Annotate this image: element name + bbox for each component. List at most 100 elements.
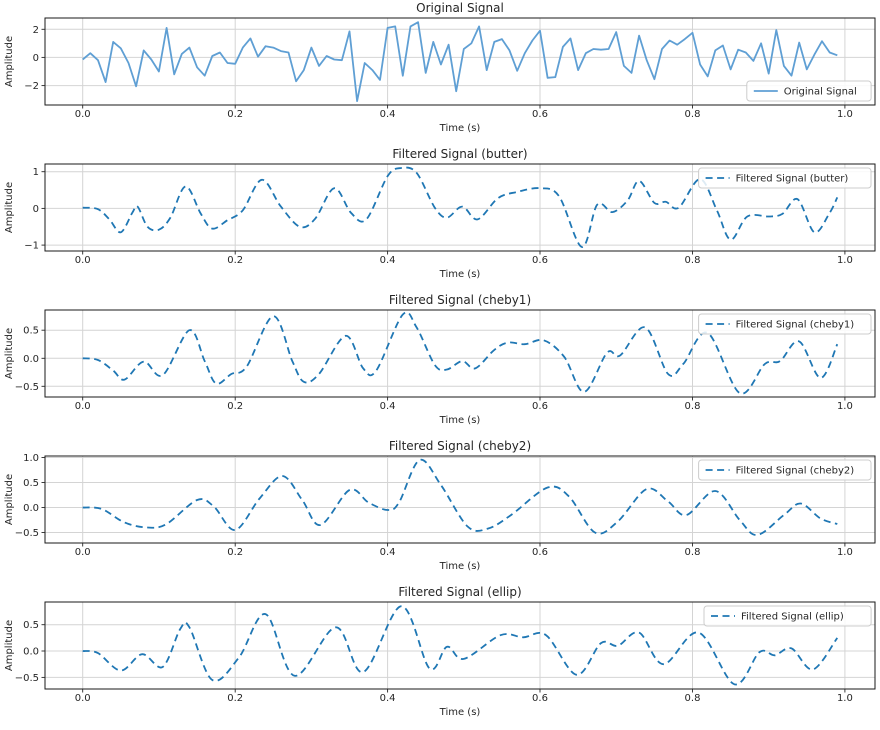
axes-spines (44, 17, 876, 106)
x-tick-label: 0.6 (532, 109, 548, 120)
y-tick-label: 0.0 (23, 647, 39, 658)
y-tick-label: 0.0 (23, 354, 39, 365)
signal-line (82, 458, 838, 536)
legend-label: Original Signal (784, 87, 857, 98)
legend-box (746, 80, 872, 102)
y-tick-label: 2 (33, 25, 39, 36)
y-axis-label: Amplitude (4, 620, 15, 671)
x-tick-label: 0.6 (532, 547, 548, 558)
x-tick-label: 0.0 (75, 401, 91, 412)
signal-line (82, 605, 839, 686)
chart-title: Filtered Signal (cheby1) (389, 293, 531, 307)
legend-label: Filtered Signal (cheby1) (736, 320, 855, 331)
x-tick-label: 0.2 (227, 547, 243, 558)
legend: Filtered Signal (butter) (698, 167, 872, 189)
axes-spines (44, 309, 876, 398)
x-tick-label: 0.6 (532, 255, 548, 266)
filtered-cheby1-chart: 0.0 0.2 0.4 0.6 0.8 1.0 −0.5 0.0 0.5 Filtered Sig… (4, 293, 876, 426)
original-signal-chart: 0.0 0.2 0.4 0.6 0.8 1.0 −2 0 2 Original Signal Tim… (4, 1, 876, 134)
x-tick-label: 1.0 (837, 255, 853, 266)
x-tick-label: 0.8 (685, 401, 701, 412)
y-tick-label: 0.5 (23, 326, 39, 337)
y-tick-label: −0.5 (15, 673, 39, 684)
x-tick-label: 1.0 (837, 401, 853, 412)
chart-title: Filtered Signal (cheby2) (389, 439, 531, 453)
ticks: 0.0 0.2 0.4 0.6 0.8 1.0 −2 0 2 (24, 25, 853, 120)
x-tick-label: 0.2 (227, 109, 243, 120)
y-tick-label: −2 (24, 81, 39, 92)
axes-spines (44, 601, 876, 690)
y-tick-label: 0.5 (23, 478, 39, 489)
x-axis-label: Time (s) (439, 415, 481, 426)
x-tick-label: 0.0 (75, 109, 91, 120)
x-tick-label: 0.8 (685, 109, 701, 120)
legend-label: Filtered Signal (ellip) (741, 612, 844, 623)
legend: Filtered Signal (ellip) (703, 605, 872, 627)
filtered-butter-chart: 0.0 0.2 0.4 0.6 0.8 1.0 −1 0 1 Filtered Signal (b… (4, 147, 876, 280)
x-axis-label: Time (s) (439, 561, 481, 572)
x-tick-label: 0.6 (532, 401, 548, 412)
subplot-filtered-butter: 0.0 0.2 0.4 0.6 0.8 1.0 −1 0 1 Filtered Signal (b… (0, 146, 880, 292)
grid (45, 18, 875, 105)
x-axis-label: Time (s) (439, 123, 481, 134)
legend-label: Filtered Signal (cheby2) (736, 466, 855, 477)
x-axis-label: Time (s) (439, 269, 481, 280)
legend-box (698, 459, 872, 481)
x-tick-label: 0.8 (685, 547, 701, 558)
x-tick-label: 0.6 (532, 693, 548, 704)
legend: Filtered Signal (cheby1) (698, 313, 872, 335)
grid (45, 456, 875, 543)
ticks: 0.0 0.2 0.4 0.6 0.8 1.0 −0.5 0.0 0.5 (15, 620, 853, 704)
y-tick-label: −1 (24, 241, 39, 252)
y-tick-label: −0.5 (15, 382, 39, 393)
x-tick-label: 0.4 (380, 109, 396, 120)
x-tick-label: 1.0 (837, 547, 853, 558)
filtered-cheby2-chart: 0.0 0.2 0.4 0.6 0.8 1.0 −0.5 0.0 0.5 1.0 Filtered … (4, 439, 876, 572)
legend: Filtered Signal (cheby2) (698, 459, 872, 481)
legend-box (703, 605, 872, 627)
legend-box (698, 313, 872, 335)
axes-spines (44, 163, 876, 252)
signal-line (82, 166, 839, 248)
x-tick-label: 1.0 (837, 109, 853, 120)
x-tick-label: 1.0 (837, 693, 853, 704)
ticks: 0.0 0.2 0.4 0.6 0.8 1.0 −1 0 1 (24, 167, 853, 266)
legend: Original Signal (746, 80, 872, 102)
y-axis-label: Amplitude (4, 36, 15, 87)
x-tick-label: 0.4 (380, 547, 396, 558)
legend-label: Filtered Signal (butter) (736, 174, 849, 185)
subplot-original-signal: 0.0 0.2 0.4 0.6 0.8 1.0 −2 0 2 Original Signal Tim… (0, 0, 880, 146)
chart-title: Original Signal (416, 1, 504, 15)
x-tick-label: 0.0 (75, 547, 91, 558)
x-tick-label: 0.0 (75, 255, 91, 266)
x-tick-label: 0.2 (227, 255, 243, 266)
y-axis-label: Amplitude (4, 182, 15, 233)
y-tick-label: 0 (33, 204, 39, 215)
x-tick-label: 0.8 (685, 255, 701, 266)
legend-box (698, 167, 872, 189)
x-tick-label: 0.2 (227, 401, 243, 412)
y-tick-label: 0 (33, 53, 39, 64)
x-tick-label: 0.2 (227, 693, 243, 704)
chart-title: Filtered Signal (ellip) (398, 585, 521, 599)
signal-line (82, 311, 839, 395)
y-axis-label: Amplitude (4, 328, 15, 379)
subplot-filtered-cheby2: 0.0 0.2 0.4 0.6 0.8 1.0 −0.5 0.0 0.5 1.0 Filtered … (0, 438, 880, 584)
y-tick-label: 0.5 (23, 620, 39, 631)
x-tick-label: 0.4 (380, 401, 396, 412)
signal-line (82, 21, 838, 102)
x-tick-label: 0.4 (380, 693, 396, 704)
subplot-filtered-ellip: 0.0 0.2 0.4 0.6 0.8 1.0 −0.5 0.0 0.5 Filtered Sig… (0, 584, 880, 730)
y-tick-label: −0.5 (15, 528, 39, 539)
y-axis-label: Amplitude (4, 474, 15, 525)
y-tick-label: 1 (33, 167, 39, 178)
chart-title: Filtered Signal (butter) (392, 147, 527, 161)
subplot-filtered-cheby1: 0.0 0.2 0.4 0.6 0.8 1.0 −0.5 0.0 0.5 Filtered Sig… (0, 292, 880, 438)
ticks: 0.0 0.2 0.4 0.6 0.8 1.0 −0.5 0.0 0.5 1.0 (15, 453, 853, 558)
ticks: 0.0 0.2 0.4 0.6 0.8 1.0 −0.5 0.0 0.5 (15, 326, 853, 412)
x-axis-label: Time (s) (439, 707, 481, 718)
x-tick-label: 0.0 (75, 693, 91, 704)
x-tick-label: 0.8 (685, 693, 701, 704)
axes-spines (44, 455, 876, 544)
